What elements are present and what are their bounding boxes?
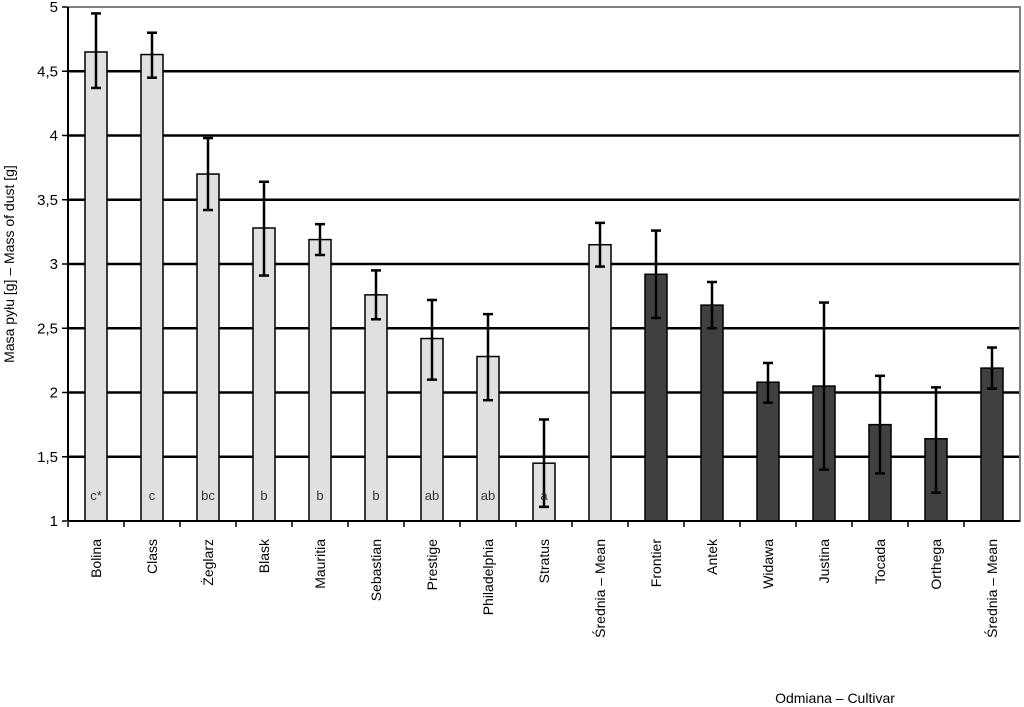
error-bars bbox=[91, 12, 997, 509]
y-tick-label: 4 bbox=[50, 128, 58, 145]
y-tick-label: 1 bbox=[50, 513, 58, 530]
bar bbox=[588, 243, 612, 522]
x-tick-label: Frontier bbox=[648, 539, 664, 588]
significance-label: a bbox=[540, 488, 548, 503]
x-axis-label: Odmiana – Cultivar bbox=[775, 690, 895, 706]
significance-label: b bbox=[372, 488, 379, 503]
bar bbox=[140, 53, 164, 522]
x-tick-label: Antek bbox=[704, 538, 720, 575]
x-tick-label: Blask bbox=[256, 538, 272, 573]
y-axis-label: Masa pyłu [g] – Mass of dust [g] bbox=[1, 165, 17, 363]
x-tick-label: Justina bbox=[816, 539, 832, 584]
significance-label: bc bbox=[201, 488, 215, 503]
x-axis-ticks: Bolina Class Żeglarz Blask Mauritia Sebastian… bbox=[67, 521, 1000, 638]
significance-label: ab bbox=[481, 488, 495, 503]
significance-label: b bbox=[316, 488, 323, 503]
x-tick-label: Średnia – Mean bbox=[983, 539, 1000, 638]
x-tick-label: Prestige bbox=[424, 539, 440, 591]
significance-label: c bbox=[149, 488, 156, 503]
y-tick-label: 2 bbox=[50, 385, 58, 402]
y-tick-label: 3 bbox=[50, 256, 58, 273]
x-tick-label: Stratus bbox=[536, 539, 552, 583]
x-tick-label: Class bbox=[144, 539, 160, 574]
significance-label: c* bbox=[90, 488, 102, 503]
bar bbox=[196, 173, 220, 522]
y-tick-label: 2,5 bbox=[37, 320, 58, 337]
bars bbox=[84, 51, 1004, 522]
x-tick-label: Widawa bbox=[760, 539, 776, 589]
x-tick-label: Orthega bbox=[928, 539, 944, 590]
x-tick-label: Bolina bbox=[88, 539, 104, 578]
y-tick-label: 5 bbox=[50, 0, 58, 16]
y-tick-label: 1,5 bbox=[37, 449, 58, 466]
bar bbox=[980, 367, 1004, 522]
y-tick-label: 3,5 bbox=[37, 192, 58, 209]
x-tick-label: Żeglarz bbox=[199, 539, 216, 586]
bar bbox=[308, 238, 332, 522]
bar bbox=[700, 304, 724, 522]
x-tick-label: Mauritia bbox=[312, 539, 328, 589]
y-tick-label: 4,5 bbox=[37, 63, 58, 80]
gridlines bbox=[68, 70, 1020, 458]
x-tick-label: Średnia – Mean bbox=[591, 539, 608, 638]
bar bbox=[84, 51, 108, 522]
x-tick-label: Tocada bbox=[872, 539, 888, 584]
significance-labels: c* c bc b b b ab ab a bbox=[90, 488, 548, 503]
significance-label: b bbox=[260, 488, 267, 503]
significance-label: ab bbox=[425, 488, 439, 503]
y-axis-ticks: 1 1,5 2 2,5 3 3,5 4 4,5 5 bbox=[37, 0, 68, 530]
x-tick-label: Philadelphia bbox=[480, 539, 496, 615]
x-tick-label: Sebastian bbox=[368, 539, 384, 601]
